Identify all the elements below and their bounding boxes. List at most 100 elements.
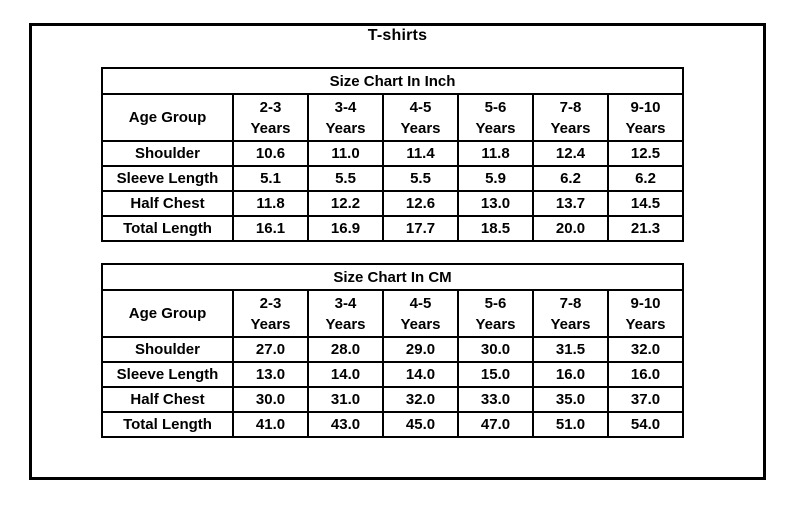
value-cell: 6.2 xyxy=(607,165,684,192)
table-row: Shoulder 27.0 28.0 29.0 30.0 31.5 32.0 xyxy=(101,336,684,363)
column-header-age: 3-4 xyxy=(334,98,357,116)
value-cell: 32.0 xyxy=(607,336,684,363)
column-header: 4-5 Years xyxy=(382,289,459,338)
column-header-age: 7-8 xyxy=(559,98,582,116)
table-title: Size Chart In Inch xyxy=(101,67,684,95)
column-header-age: 2-3 xyxy=(259,294,282,312)
value-cell: 32.0 xyxy=(382,386,459,413)
column-header-age: 5-6 xyxy=(484,98,507,116)
value-cell: 11.4 xyxy=(382,140,459,167)
page-title: T-shirts xyxy=(367,27,428,44)
value-cell: 27.0 xyxy=(232,336,309,363)
row-label: Total Length xyxy=(101,215,234,242)
table-title-row: Size Chart In CM xyxy=(101,263,684,291)
table-title-row: Size Chart In Inch xyxy=(101,67,684,95)
value-cell: 16.1 xyxy=(232,215,309,242)
row-label: Sleeve Length xyxy=(101,361,234,388)
table-title: Size Chart In CM xyxy=(101,263,684,291)
column-header-unit: Years xyxy=(325,315,366,333)
value-cell: 17.7 xyxy=(382,215,459,242)
column-header: 3-4 Years xyxy=(307,289,384,338)
row-label: Shoulder xyxy=(101,336,234,363)
column-header-unit: Years xyxy=(550,315,591,333)
corner-cell-age-group: Age Group xyxy=(101,93,234,142)
value-cell: 16.9 xyxy=(307,215,384,242)
value-cell: 41.0 xyxy=(232,411,309,438)
column-header: 5-6 Years xyxy=(457,289,534,338)
value-cell: 13.0 xyxy=(232,361,309,388)
value-cell: 16.0 xyxy=(607,361,684,388)
value-cell: 28.0 xyxy=(307,336,384,363)
row-label: Total Length xyxy=(101,411,234,438)
value-cell: 18.5 xyxy=(457,215,534,242)
column-header: 3-4 Years xyxy=(307,93,384,142)
value-cell: 43.0 xyxy=(307,411,384,438)
value-cell: 20.0 xyxy=(532,215,609,242)
column-header: 2-3 Years xyxy=(232,93,309,142)
column-header: 9-10 Years xyxy=(607,289,684,338)
table-row: Sleeve Length 5.1 5.5 5.5 5.9 6.2 6.2 xyxy=(101,165,684,192)
value-cell: 11.8 xyxy=(232,190,309,217)
column-header-unit: Years xyxy=(400,315,441,333)
value-cell: 31.5 xyxy=(532,336,609,363)
value-cell: 11.8 xyxy=(457,140,534,167)
column-header-unit: Years xyxy=(325,119,366,137)
table-row: Half Chest 11.8 12.2 12.6 13.0 13.7 14.5 xyxy=(101,190,684,217)
column-header: 5-6 Years xyxy=(457,93,534,142)
value-cell: 6.2 xyxy=(532,165,609,192)
value-cell: 12.2 xyxy=(307,190,384,217)
column-header-unit: Years xyxy=(475,315,516,333)
table-row: Sleeve Length 13.0 14.0 14.0 15.0 16.0 1… xyxy=(101,361,684,388)
value-cell: 5.9 xyxy=(457,165,534,192)
size-chart-cm-table: Size Chart In CM Age Group 2-3 Years 3-4 Y… xyxy=(101,263,684,438)
value-cell: 47.0 xyxy=(457,411,534,438)
value-cell: 12.5 xyxy=(607,140,684,167)
column-header: 7-8 Years xyxy=(532,93,609,142)
value-cell: 12.6 xyxy=(382,190,459,217)
size-chart-inch-table: Size Chart In Inch Age Group 2-3 Years 3-… xyxy=(101,67,684,242)
row-label: Sleeve Length xyxy=(101,165,234,192)
value-cell: 15.0 xyxy=(457,361,534,388)
column-header-age: 4-5 xyxy=(409,98,432,116)
table-row: Half Chest 30.0 31.0 32.0 33.0 35.0 37.0 xyxy=(101,386,684,413)
row-label: Shoulder xyxy=(101,140,234,167)
column-header-age: 7-8 xyxy=(559,294,582,312)
column-header-unit: Years xyxy=(475,119,516,137)
value-cell: 5.1 xyxy=(232,165,309,192)
column-header-age: 9-10 xyxy=(630,294,661,312)
value-cell: 35.0 xyxy=(532,386,609,413)
column-header-age: 3-4 xyxy=(334,294,357,312)
value-cell: 14.0 xyxy=(307,361,384,388)
value-cell: 45.0 xyxy=(382,411,459,438)
table-row: Shoulder 10.6 11.0 11.4 11.8 12.4 12.5 xyxy=(101,140,684,167)
value-cell: 31.0 xyxy=(307,386,384,413)
value-cell: 21.3 xyxy=(607,215,684,242)
corner-cell-age-group: Age Group xyxy=(101,289,234,338)
value-cell: 14.0 xyxy=(382,361,459,388)
column-header-unit: Years xyxy=(250,119,291,137)
value-cell: 10.6 xyxy=(232,140,309,167)
column-header: 9-10 Years xyxy=(607,93,684,142)
column-header: 4-5 Years xyxy=(382,93,459,142)
value-cell: 37.0 xyxy=(607,386,684,413)
table-row: Total Length 16.1 16.9 17.7 18.5 20.0 21… xyxy=(101,215,684,242)
column-header-unit: Years xyxy=(625,119,666,137)
header-row: Age Group 2-3 Years 3-4 Years 4-5 Years 5-6… xyxy=(101,289,684,338)
column-header-unit: Years xyxy=(400,119,441,137)
value-cell: 14.5 xyxy=(607,190,684,217)
value-cell: 30.0 xyxy=(232,386,309,413)
column-header-age: 5-6 xyxy=(484,294,507,312)
column-header-age: 9-10 xyxy=(630,98,661,116)
value-cell: 12.4 xyxy=(532,140,609,167)
column-header-age: 2-3 xyxy=(259,98,282,116)
value-cell: 13.7 xyxy=(532,190,609,217)
value-cell: 5.5 xyxy=(307,165,384,192)
column-header-age: 4-5 xyxy=(409,294,432,312)
column-header: 7-8 Years xyxy=(532,289,609,338)
value-cell: 54.0 xyxy=(607,411,684,438)
column-header: 2-3 Years xyxy=(232,289,309,338)
value-cell: 51.0 xyxy=(532,411,609,438)
row-label: Half Chest xyxy=(101,190,234,217)
value-cell: 5.5 xyxy=(382,165,459,192)
